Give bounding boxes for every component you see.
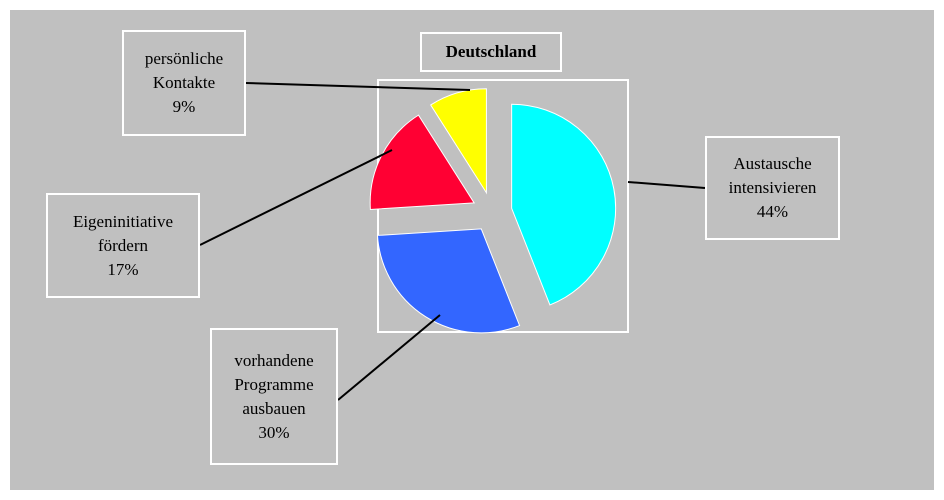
slice-label: Eigeninitiative fördern 17% (46, 193, 200, 298)
leader-line (245, 82, 471, 91)
pie-slice (430, 88, 487, 195)
leader-line (337, 314, 441, 401)
slice-label: Austausche intensivieren 44% (705, 136, 840, 240)
pie-slice (376, 228, 521, 334)
value-label: 9% (172, 97, 196, 116)
category-label: Austausche intensivieren (728, 154, 817, 197)
slice-label: vorhandene Programme ausbauen 30% (210, 328, 338, 465)
leader-line (199, 149, 393, 246)
category-label: vorhandene Programme ausbauen (234, 350, 314, 418)
pie-slice (511, 103, 617, 306)
value-label: 17% (107, 259, 139, 279)
value-label: 30% (258, 422, 290, 442)
chart-title: Deutschland (420, 32, 562, 72)
leader-line (627, 181, 706, 189)
slice-label: persönliche Kontakte 9% (122, 30, 246, 136)
category-label: persönliche Kontakte (144, 49, 224, 92)
category-label: Eigeninitiative fördern (72, 211, 174, 255)
value-label: 44% (756, 202, 789, 221)
